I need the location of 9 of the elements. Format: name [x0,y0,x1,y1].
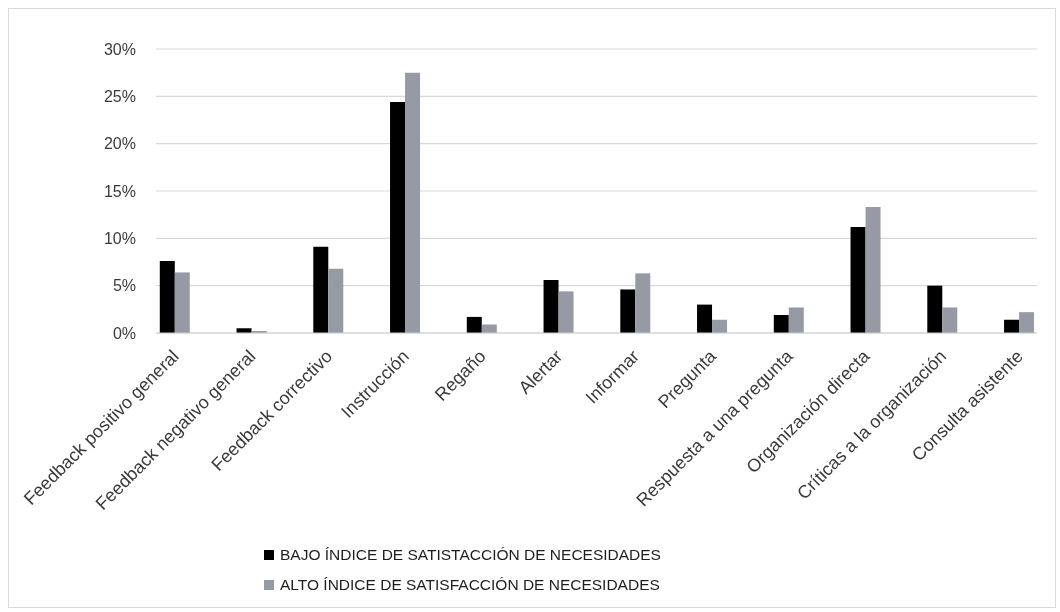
y-tick-label: 25% [103,88,136,106]
y-tick-label: 15% [103,182,136,200]
legend-label: ALTO ÍNDICE DE SATISFACCIÓN DE NECESIDADES [280,576,660,594]
y-tick-label: 30% [103,40,136,58]
legend-label: BAJO ÍNDICE DE SATISTACCIÓN DE NECESIDADES [280,546,661,564]
y-tick-label: 20% [103,135,136,153]
y-tick-label: 5% [112,277,136,295]
y-tick-label: 0% [112,324,136,342]
y-tick-label: 10% [103,230,136,248]
